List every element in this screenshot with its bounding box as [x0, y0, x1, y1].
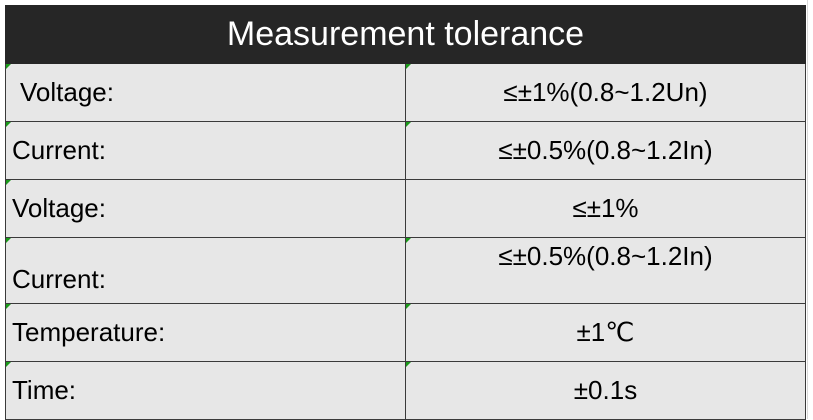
sheet-gridline	[807, 0, 808, 419]
comment-flag-icon	[6, 304, 11, 309]
row-value-text: ≤±0.5%(0.8~1.2In)	[498, 241, 713, 271]
comment-flag-icon	[406, 362, 411, 367]
row-value-text: ±1℃	[576, 317, 635, 347]
comment-flag-icon	[6, 180, 11, 185]
comment-flag-icon	[406, 64, 411, 69]
table-row: Current: ≤±0.5%(0.8~1.2In)	[5, 121, 806, 180]
row-value-text: ≤±1%	[572, 193, 639, 223]
row-value[interactable]: ≤±0.5%(0.8~1.2In)	[405, 237, 806, 304]
row-label[interactable]: Time:	[5, 361, 406, 420]
row-label-text: Time:	[12, 375, 77, 405]
comment-flag-icon	[6, 362, 11, 367]
tolerance-table: Measurement tolerance Voltage: ≤±1%(0.8~…	[5, 5, 806, 420]
comment-flag-icon	[6, 64, 11, 69]
row-label-text: Current:	[12, 264, 106, 294]
row-value[interactable]: ±0.1s	[405, 361, 806, 420]
table-row: Voltage: ≤±1%	[5, 179, 806, 238]
comment-flag-icon	[406, 304, 411, 309]
comment-flag-icon	[406, 122, 411, 127]
row-label-text: Temperature:	[12, 317, 166, 347]
row-value[interactable]: ≤±1%	[405, 179, 806, 238]
row-label[interactable]: Current:	[5, 237, 406, 304]
row-value[interactable]: ±1℃	[405, 303, 806, 362]
row-label[interactable]: Current:	[5, 121, 406, 180]
row-label-text: Current:	[12, 135, 106, 165]
row-label[interactable]: Voltage:	[5, 179, 406, 238]
table-row: Temperature: ±1℃	[5, 303, 806, 362]
table-row: Current: ≤±0.5%(0.8~1.2In)	[5, 237, 806, 304]
row-label[interactable]: Temperature:	[5, 303, 406, 362]
table-title[interactable]: Measurement tolerance	[5, 5, 806, 64]
row-value[interactable]: ≤±0.5%(0.8~1.2In)	[405, 121, 806, 180]
row-label-text: Voltage:	[12, 193, 106, 223]
table-row: Voltage: ≤±1%(0.8~1.2Un)	[5, 63, 806, 122]
row-value-text: ±0.1s	[573, 375, 638, 405]
row-label-text: Voltage:	[20, 77, 114, 107]
row-value[interactable]: ≤±1%(0.8~1.2Un)	[405, 63, 806, 122]
row-value-text: ≤±0.5%(0.8~1.2In)	[498, 135, 713, 165]
row-label[interactable]: Voltage:	[5, 63, 406, 122]
comment-flag-icon	[6, 238, 11, 243]
row-value-text: ≤±1%(0.8~1.2Un)	[503, 77, 708, 107]
comment-flag-icon	[6, 122, 11, 127]
table-header-row: Measurement tolerance	[5, 5, 806, 64]
table-row: Time: ±0.1s	[5, 361, 806, 420]
comment-flag-icon	[406, 238, 411, 243]
